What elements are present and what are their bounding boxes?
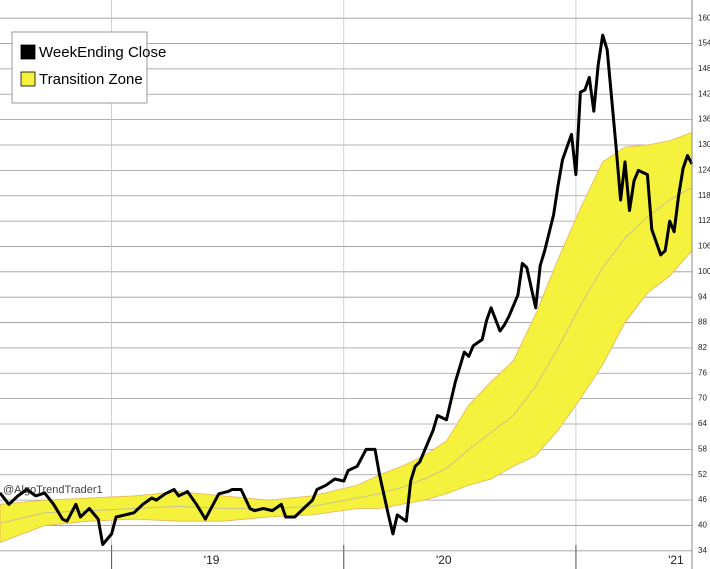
y-tick-label: 100 [698,267,710,276]
y-tick-label: 64 [698,419,707,428]
legend: WeekEnding Close Transition Zone [11,31,166,104]
y-tick-label: 142 [698,89,710,98]
legend-swatch [20,44,36,60]
x-tick-label: '21 [668,553,684,567]
y-tick-label: 148 [698,64,710,73]
y-tick-label: 154 [698,39,710,48]
y-tick-label: 106 [698,242,710,251]
x-tick-label: '20 [436,553,452,567]
y-tick-label: 70 [698,394,707,403]
y-tick-label: 118 [698,191,710,200]
close-line [0,33,694,546]
y-tick-label: 40 [698,521,707,530]
y-tick-label: 88 [698,318,707,327]
y-tick-label: 46 [698,495,707,504]
legend-swatch [20,71,36,87]
transition-zone-mid [0,186,693,524]
axes: 34 40 46 52 58 64 70 76 82 88 94 100 106 112 118 124 130… [111,0,710,569]
y-tick-label: 124 [698,165,710,174]
y-tick-label: 94 [698,292,707,301]
legend-label: WeekEnding Close [39,44,166,61]
x-tick-label: '19 [204,553,220,567]
y-tick-label: 76 [698,368,707,377]
y-tick-label: 58 [698,444,707,453]
y-tick-label: 52 [698,470,707,479]
legend-box [11,31,148,104]
y-tick-label: 112 [698,216,710,225]
y-tick-label: 130 [698,140,710,149]
legend-label: Transition Zone [39,71,143,88]
y-tick-label: 34 [698,546,707,555]
watermark: @AlgoTrendTrader1 [3,484,103,496]
y-tick-label: 136 [698,115,710,124]
y-tick-label: 160 [698,13,710,22]
y-tick-label: 82 [698,343,707,352]
